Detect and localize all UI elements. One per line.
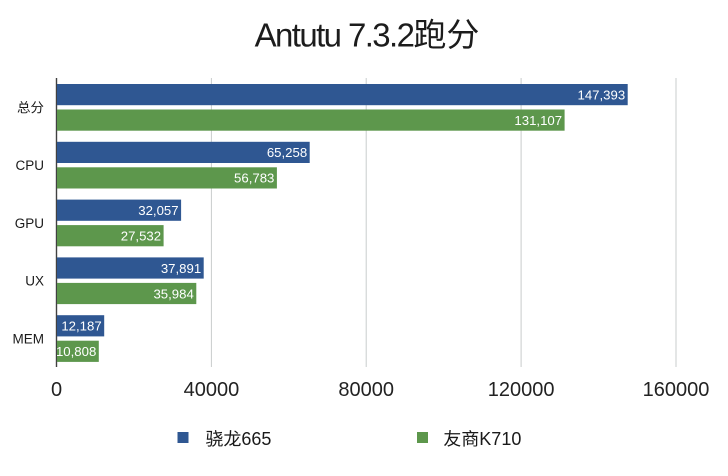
svg-text:UX: UX <box>25 274 44 289</box>
svg-text:665: 665 <box>241 429 271 449</box>
svg-text:Antutu 7.3.2: Antutu 7.3.2 <box>255 16 414 53</box>
svg-text:120000: 120000 <box>488 379 555 401</box>
svg-text:10,808: 10,808 <box>56 344 96 359</box>
svg-text:K710: K710 <box>479 429 521 449</box>
svg-text:27,532: 27,532 <box>121 229 161 244</box>
svg-text:GPU: GPU <box>15 216 44 231</box>
svg-text:35,984: 35,984 <box>153 286 193 301</box>
svg-text:37,891: 37,891 <box>161 261 201 276</box>
svg-text:CPU: CPU <box>15 158 44 173</box>
svg-text:65,258: 65,258 <box>267 145 307 160</box>
svg-text:80000: 80000 <box>338 379 394 401</box>
svg-text:32,057: 32,057 <box>138 203 178 218</box>
svg-text:147,393: 147,393 <box>578 87 626 102</box>
svg-text:40000: 40000 <box>184 379 240 401</box>
svg-text:56,783: 56,783 <box>234 171 274 186</box>
svg-text:160000: 160000 <box>643 379 710 401</box>
svg-text:MEM: MEM <box>13 332 45 347</box>
svg-text:12,187: 12,187 <box>61 319 101 334</box>
svg-text:0: 0 <box>51 379 62 401</box>
svg-text:131,107: 131,107 <box>514 113 562 128</box>
